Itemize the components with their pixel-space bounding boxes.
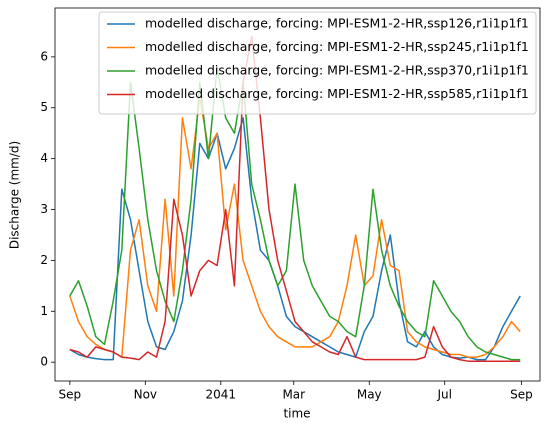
y-tick-label: 5 [40,100,48,114]
legend: modelled discharge, forcing: MPI-ESM1-2-… [98,11,537,115]
x-tick-label: May [357,388,382,402]
x-tick-label: Mar [282,388,305,402]
y-tick-label: 2 [40,253,48,267]
y-axis-label: Discharge (mm/d) [8,141,22,249]
data-line [69,96,521,358]
legend-box [98,11,537,115]
x-tick-label: Sep [59,388,82,402]
x-tick-label: 2041 [206,388,237,402]
legend-label: modelled discharge, forcing: MPI-ESM1-2-… [145,39,529,54]
legend-label: modelled discharge, forcing: MPI-ESM1-2-… [145,16,529,31]
x-axis-label: time [283,407,310,421]
y-tick-label: 3 [40,202,48,216]
y-tick-label: 0 [40,355,48,369]
x-tick-label: Nov [134,388,157,402]
data-line [69,66,521,361]
x-tick-label: Sep [510,388,533,402]
plot-frame [54,7,541,382]
data-line [69,117,521,361]
y-tick-label: 1 [40,304,48,318]
legend-label: modelled discharge, forcing: MPI-ESM1-2-… [145,63,529,78]
y-tick-label: 4 [40,151,48,165]
x-tick-label: Jul [436,388,451,402]
y-tick-label: 6 [40,49,48,63]
data-line [69,35,521,362]
legend-label: modelled discharge, forcing: MPI-ESM1-2-… [145,86,529,101]
